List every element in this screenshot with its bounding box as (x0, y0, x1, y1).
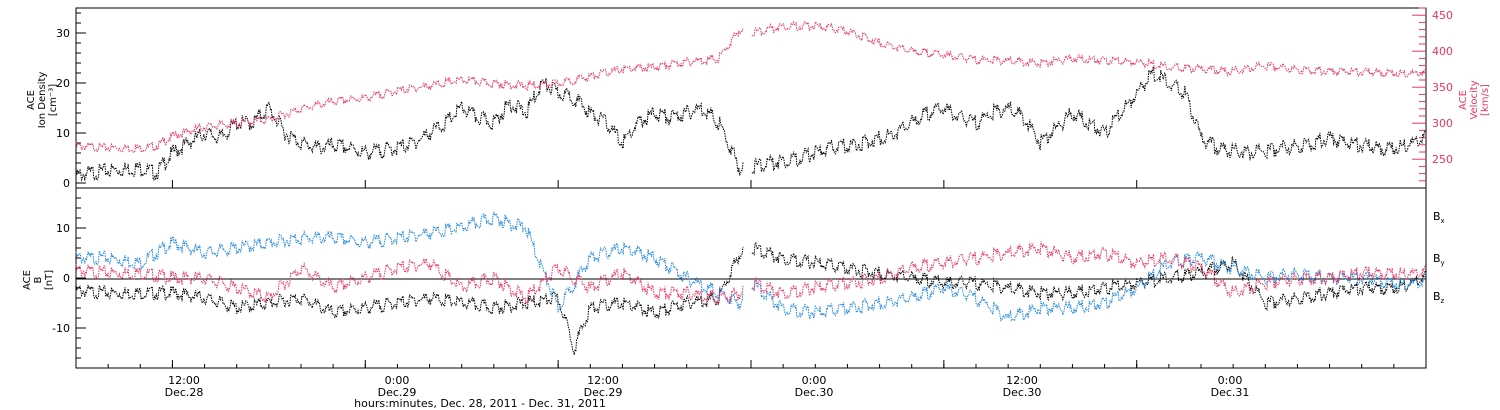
legend-bz: Bz (1433, 290, 1445, 305)
density-axis-title-line-1: ACE (26, 90, 37, 110)
density-axis-title: ACE Ion Density [cm⁻³] (26, 72, 59, 129)
density-tick-20: 20 (56, 77, 70, 90)
density-tick-labels: 0 10 20 30 (56, 27, 70, 190)
velocity-tick-400: 400 (1432, 45, 1453, 58)
density-axis-title-line-3: [cm⁻³] (48, 84, 59, 116)
bz-series (75, 241, 1427, 305)
by-series-path (75, 211, 1427, 323)
legend-bz-symbol: B (1433, 290, 1441, 303)
velocity-axis-title-line-1: ACE (1458, 90, 1469, 110)
x-axis-title: hours:minutes, Dec. 28, 2011 - Dec. 31, … (354, 397, 606, 410)
field-tick-10: 10 (56, 222, 70, 235)
density-series (75, 66, 1427, 182)
velocity-tick-350: 350 (1432, 81, 1453, 94)
x-tick-time-1: 12:00 (168, 374, 200, 387)
bx-series-path (75, 241, 1427, 355)
x-tick-time-5: 12:00 (1006, 374, 1038, 387)
velocity-tick-300: 300 (1432, 117, 1453, 130)
field-axis-title-line-1: ACE (22, 270, 33, 290)
legend-bx-symbol: B (1433, 210, 1441, 223)
legend-by: By (1433, 252, 1445, 267)
velocity-tick-labels: 250 300 350 400 450 (1432, 9, 1453, 166)
bx-series (75, 241, 1427, 355)
field-tick-labels: -10 0 10 (52, 222, 70, 335)
x-tick-time-6: 0:00 (1218, 374, 1243, 387)
legend-bx: Bx (1433, 210, 1445, 225)
field-tick-minus10: -10 (52, 322, 70, 335)
x-tick-time-4: 0:00 (802, 374, 827, 387)
density-series-path (75, 66, 1427, 182)
bz-series-path (75, 241, 1427, 305)
field-axis-title-line-2: B (33, 276, 44, 283)
density-tick-0: 0 (63, 177, 70, 190)
field-axis-title-line-3: [nT] (44, 270, 55, 290)
field-axis-title: ACE B [nT] (22, 270, 55, 290)
velocity-tick-450: 450 (1432, 9, 1453, 22)
x-tick-date-5: Dec.30 (1003, 386, 1042, 399)
x-tick-date-4: Dec.30 (795, 386, 834, 399)
x-tick-date-1: Dec.28 (165, 386, 204, 399)
x-tick-date-3: Dec.29 (584, 386, 623, 399)
x-tick-labels: 12:00 Dec.28 0:00 Dec.29 12:00 Dec.29 0:… (165, 374, 1250, 399)
velocity-series (75, 20, 1427, 154)
velocity-axis-title: ACE Velocity [km/s] (1458, 80, 1491, 119)
x-tick-time-3: 12:00 (587, 374, 619, 387)
x-tick-time-2: 0:00 (385, 374, 410, 387)
legend-by-sub: y (1441, 259, 1445, 267)
legend-bx-sub: x (1441, 217, 1445, 225)
legend-bz-sub: z (1441, 297, 1445, 305)
x-tick-date-2: Dec.29 (378, 386, 417, 399)
axis-ticks (75, 7, 1427, 368)
magnetic-field-series (75, 211, 1427, 355)
velocity-axis-title-line-3: [km/s] (1480, 84, 1491, 116)
density-tick-10: 10 (56, 127, 70, 140)
x-tick-date-6: Dec.31 (1211, 386, 1250, 399)
legend-by-symbol: B (1433, 252, 1441, 265)
density-tick-30: 30 (56, 27, 70, 40)
by-series (75, 211, 1427, 323)
velocity-series-path (75, 20, 1427, 154)
density-velocity-series (75, 20, 1427, 182)
velocity-axis-title-line-2: Velocity (1469, 80, 1480, 119)
field-legend: Bx By Bz (1433, 210, 1445, 305)
velocity-tick-250: 250 (1432, 153, 1453, 166)
density-axis-title-line-2: Ion Density (37, 72, 48, 129)
field-tick-0: 0 (63, 272, 70, 285)
